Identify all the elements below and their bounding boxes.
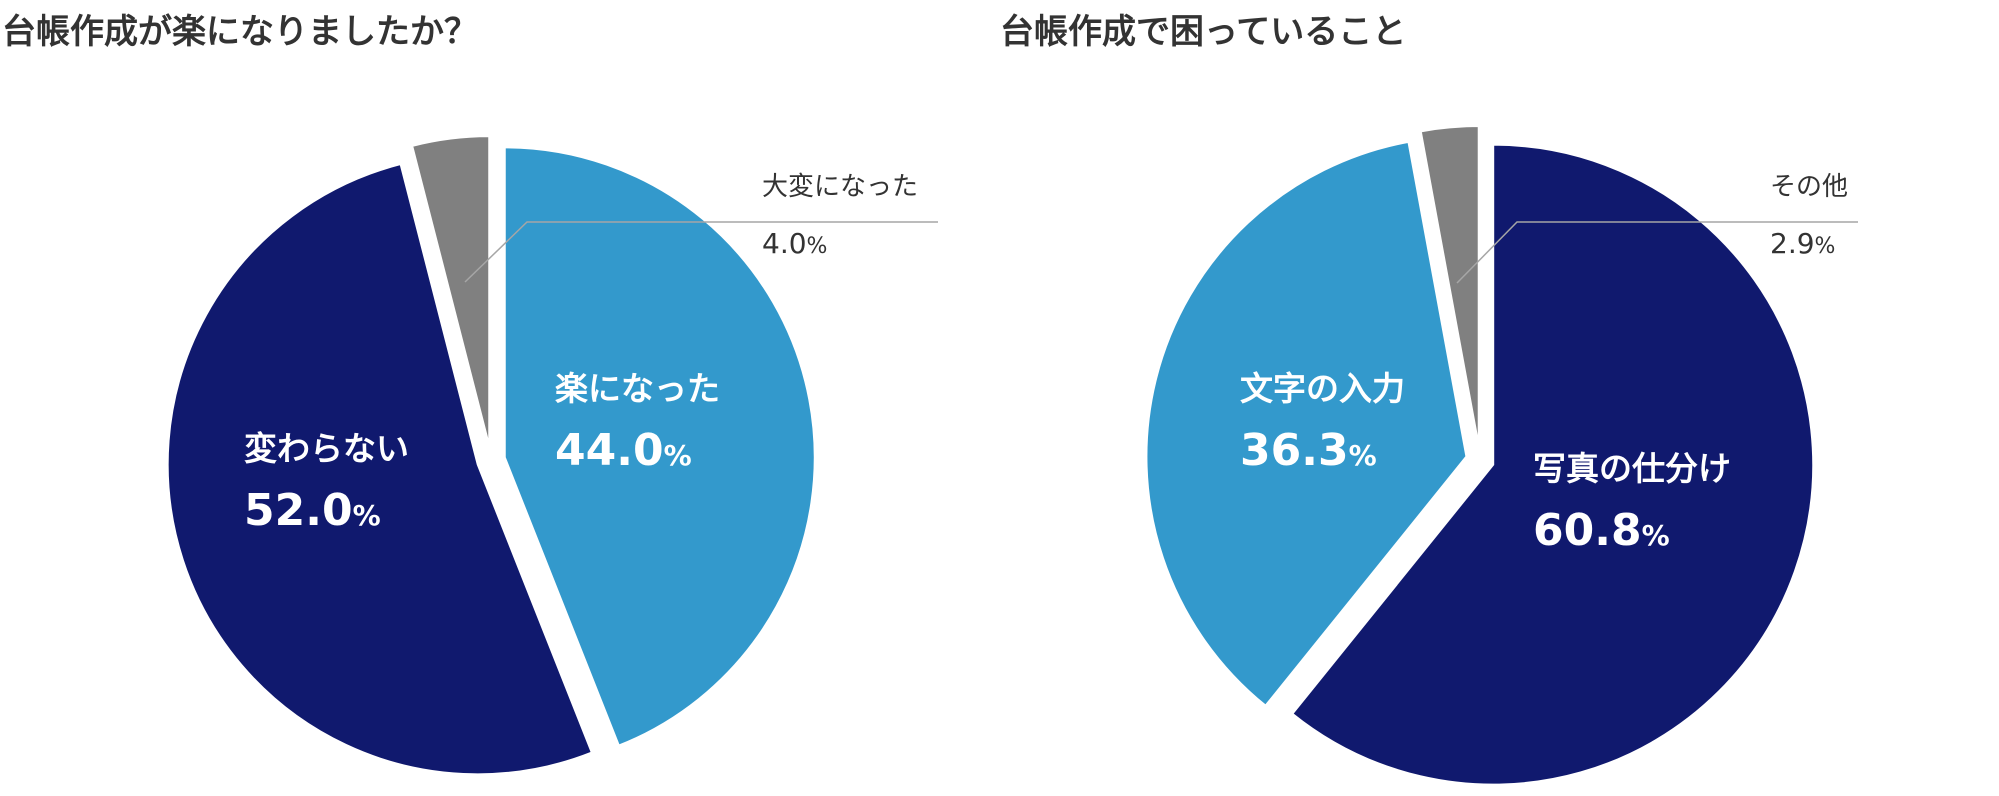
pie-slice-1 — [166, 162, 594, 776]
slice-value-label: 60.8% — [1533, 505, 1670, 556]
pie-slice-1 — [1145, 140, 1468, 708]
leader-line — [1456, 221, 1858, 284]
pie-slice-0 — [503, 146, 816, 747]
chart-title-right: 台帳作成で困っていること — [1000, 12, 1407, 52]
pie-slice-2 — [410, 135, 491, 447]
slice-label: 大変になった — [762, 172, 918, 202]
slice-label: 写真の仕分け — [1533, 449, 1731, 488]
slice-label: 文字の入力 — [1240, 369, 1405, 408]
pie-slice-2 — [1419, 125, 1480, 447]
slice-value-label: 52.0% — [244, 485, 381, 536]
slice-label: 変わらない — [244, 429, 409, 468]
leader-line — [464, 221, 938, 283]
slice-value-label: 4.0% — [762, 227, 827, 260]
chart-title-left: 台帳作成が楽になりましたか？ — [2, 12, 478, 52]
pie-chart-right: 写真の仕分け 60.8% 文字の入力 36.3% その他 2.9% — [1145, 125, 1858, 786]
slice-value-label: 2.9% — [1770, 227, 1835, 260]
pie-slice-0 — [1290, 143, 1815, 786]
slice-label: 楽になった — [555, 369, 720, 408]
slice-label: その他 — [1770, 172, 1848, 202]
slice-value-label: 36.3% — [1240, 425, 1377, 476]
slice-value-label: 44.0% — [555, 425, 692, 476]
pie-chart-left: 楽になった 44.0% 変わらない 52.0% 大変になった 4.0% — [166, 135, 938, 776]
